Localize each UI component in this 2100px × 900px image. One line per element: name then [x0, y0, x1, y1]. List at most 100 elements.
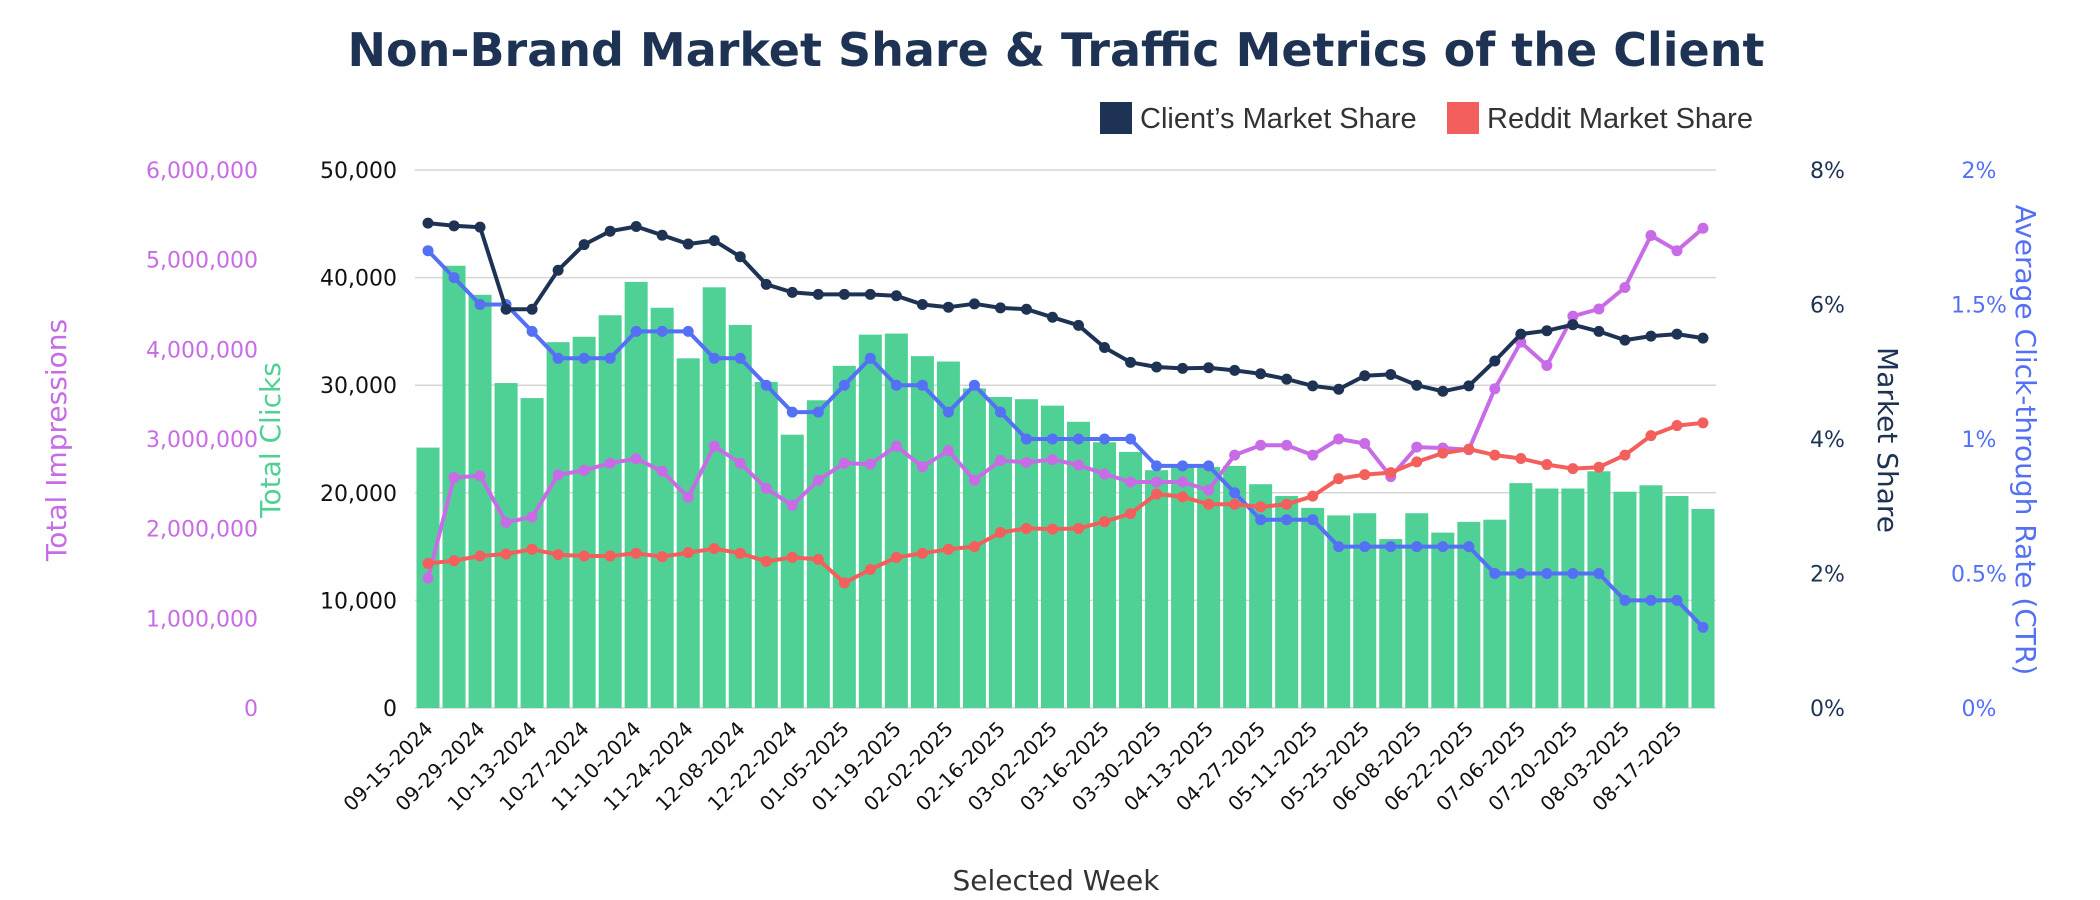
impressions-point[interactable]	[942, 445, 954, 457]
client-ms-point[interactable]	[1541, 325, 1553, 337]
ctr-point[interactable]	[1489, 568, 1501, 579]
impressions-point[interactable]	[786, 499, 798, 511]
ctr-point[interactable]	[1437, 541, 1449, 553]
ctr-point[interactable]	[942, 406, 954, 418]
reddit-ms-point[interactable]	[448, 555, 460, 567]
ctr-point[interactable]	[1619, 594, 1631, 606]
ctr-point[interactable]	[526, 325, 538, 337]
client-ms-point[interactable]	[994, 302, 1006, 314]
reddit-ms-point[interactable]	[1515, 453, 1527, 465]
impressions-point[interactable]	[656, 465, 668, 477]
clicks-bar[interactable]	[1457, 521, 1481, 708]
impressions-point[interactable]	[1645, 229, 1657, 241]
client-ms-point[interactable]	[1515, 328, 1527, 340]
ctr-point[interactable]	[1515, 568, 1527, 579]
reddit-ms-point[interactable]	[1177, 491, 1189, 503]
impressions-point[interactable]	[760, 482, 772, 494]
reddit-ms-point[interactable]	[760, 555, 772, 567]
ctr-point[interactable]	[604, 352, 616, 364]
impressions-point[interactable]	[1229, 449, 1241, 461]
reddit-ms-point[interactable]	[1567, 463, 1579, 475]
ctr-point[interactable]	[812, 406, 824, 418]
legend-item-client-market-share[interactable]: Client’s Market Share	[1100, 102, 1417, 135]
clicks-bar[interactable]	[676, 358, 700, 708]
reddit-ms-point[interactable]	[1645, 430, 1657, 442]
impressions-point[interactable]	[994, 455, 1006, 467]
clicks-bar[interactable]	[1405, 513, 1429, 708]
reddit-ms-point[interactable]	[1697, 417, 1709, 429]
clicks-bar[interactable]	[1249, 484, 1273, 708]
impressions-point[interactable]	[526, 511, 538, 523]
ctr-point[interactable]	[968, 379, 980, 391]
ctr-point[interactable]	[1046, 433, 1058, 445]
ctr-point[interactable]	[1411, 541, 1423, 553]
reddit-ms-point[interactable]	[1099, 516, 1111, 528]
client-ms-point[interactable]	[656, 229, 668, 241]
clicks-bar[interactable]	[832, 365, 856, 708]
ctr-point[interactable]	[474, 299, 486, 310]
client-ms-point[interactable]	[734, 251, 746, 263]
impressions-point[interactable]	[1567, 310, 1579, 322]
clicks-bar[interactable]	[754, 381, 778, 708]
impressions-point[interactable]	[1359, 437, 1371, 449]
reddit-ms-point[interactable]	[1359, 469, 1371, 481]
ctr-point[interactable]	[708, 352, 720, 364]
ctr-point[interactable]	[422, 245, 434, 257]
ctr-point[interactable]	[1307, 514, 1319, 526]
client-ms-point[interactable]	[1099, 342, 1111, 354]
clicks-bar[interactable]	[468, 294, 492, 708]
client-ms-point[interactable]	[1645, 330, 1657, 342]
clicks-bar[interactable]	[1483, 519, 1507, 708]
ctr-point[interactable]	[1541, 568, 1553, 579]
reddit-ms-point[interactable]	[1411, 456, 1423, 468]
clicks-bar[interactable]	[572, 336, 596, 708]
ctr-point[interactable]	[1125, 433, 1137, 445]
reddit-ms-point[interactable]	[1203, 498, 1215, 510]
client-ms-point[interactable]	[838, 288, 850, 300]
clicks-bar[interactable]	[1509, 483, 1533, 708]
ctr-point[interactable]	[864, 352, 876, 364]
reddit-ms-point[interactable]	[864, 563, 876, 575]
client-ms-point[interactable]	[1333, 383, 1345, 395]
reddit-ms-point[interactable]	[1307, 490, 1319, 502]
reddit-ms-point[interactable]	[1229, 498, 1241, 510]
impressions-point[interactable]	[604, 457, 616, 469]
client-ms-point[interactable]	[422, 217, 434, 229]
client-ms-point[interactable]	[1437, 385, 1449, 397]
clicks-bar[interactable]	[858, 334, 882, 708]
clicks-bar[interactable]	[1171, 466, 1195, 708]
clicks-bar[interactable]	[1275, 496, 1299, 708]
client-ms-point[interactable]	[1229, 364, 1241, 376]
reddit-ms-point[interactable]	[942, 543, 954, 555]
reddit-ms-point[interactable]	[1151, 488, 1163, 500]
ctr-point[interactable]	[448, 272, 460, 284]
ctr-point[interactable]	[656, 325, 668, 337]
ctr-point[interactable]	[578, 352, 590, 364]
impressions-point[interactable]	[812, 474, 824, 486]
clicks-bar[interactable]	[936, 361, 960, 708]
impressions-point[interactable]	[578, 464, 590, 476]
reddit-ms-point[interactable]	[968, 541, 980, 553]
clicks-bar[interactable]	[650, 307, 674, 708]
ctr-point[interactable]	[1020, 433, 1032, 445]
impressions-point[interactable]	[422, 572, 434, 584]
ctr-point[interactable]	[1073, 433, 1085, 445]
reddit-ms-point[interactable]	[1671, 420, 1683, 432]
client-ms-point[interactable]	[1593, 325, 1605, 337]
impressions-point[interactable]	[682, 491, 694, 503]
client-ms-point[interactable]	[942, 301, 954, 313]
clicks-bar[interactable]	[598, 315, 622, 708]
reddit-ms-point[interactable]	[734, 547, 746, 559]
clicks-bar[interactable]	[884, 333, 908, 708]
client-ms-point[interactable]	[1359, 370, 1371, 382]
impressions-point[interactable]	[968, 474, 980, 486]
ctr-point[interactable]	[1333, 541, 1345, 553]
reddit-ms-point[interactable]	[552, 549, 564, 561]
clicks-bar[interactable]	[728, 324, 752, 708]
client-ms-point[interactable]	[864, 288, 876, 300]
impressions-point[interactable]	[1020, 456, 1032, 468]
reddit-ms-point[interactable]	[890, 551, 902, 563]
ctr-point[interactable]	[786, 406, 798, 418]
impressions-point[interactable]	[890, 440, 902, 452]
clicks-bar[interactable]	[1223, 465, 1247, 708]
